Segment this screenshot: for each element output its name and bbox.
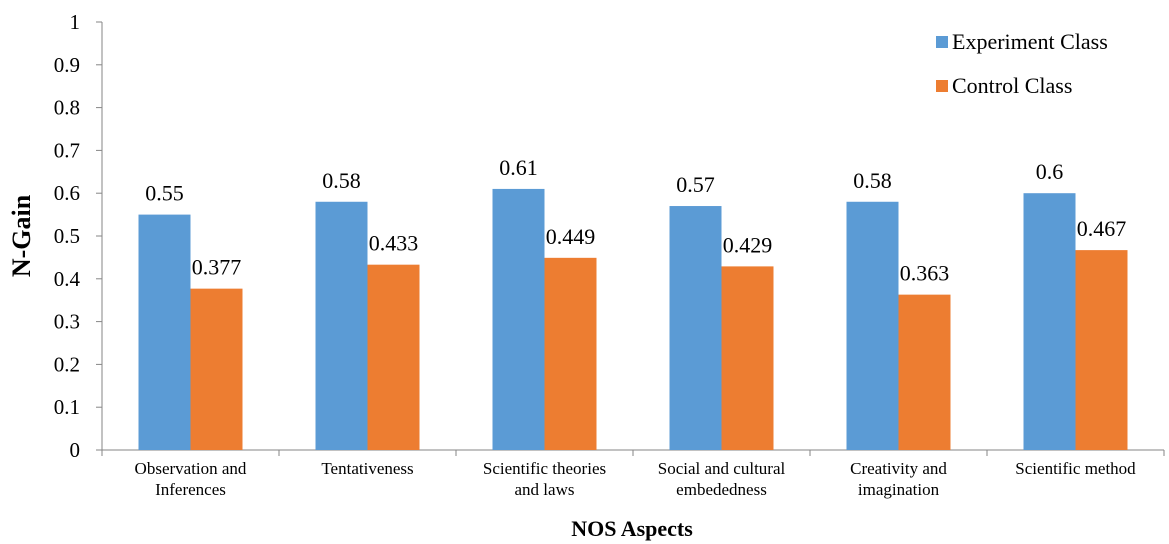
category-label-line: imagination: [858, 480, 940, 499]
y-tick-label: 0.6: [54, 181, 80, 205]
y-tick-label: 0.2: [54, 352, 80, 376]
category-label-line: Social and cultural: [658, 459, 786, 478]
y-tick-label: 0.5: [54, 224, 80, 248]
category-label: Scientific theories and laws: [483, 459, 606, 499]
y-tick-label: 0.8: [54, 96, 80, 120]
legend: Experiment Class Control Class: [936, 29, 1108, 98]
category-label-line: Inferences: [155, 480, 226, 499]
experiment-bar: [1023, 193, 1076, 450]
experiment-bar: [138, 214, 191, 450]
y-tick-label: 0: [70, 438, 81, 462]
y-tick-label: 0.3: [54, 310, 80, 334]
legend-label: Experiment Class: [952, 29, 1108, 54]
category-label: Scientific method: [1015, 459, 1136, 478]
category-label-line: Creativity and: [850, 459, 947, 478]
bars: [138, 188, 1128, 451]
legend-label: Control Class: [952, 73, 1072, 98]
category-label-line: Scientific theories: [483, 459, 606, 478]
category-label-line: embededness: [676, 480, 767, 499]
category-label-line: Observation and: [135, 459, 247, 478]
experiment-bar: [669, 206, 722, 450]
category-label: Tentativeness: [321, 459, 413, 478]
experiment-bar: [846, 201, 899, 450]
data-label: 0.61: [499, 155, 538, 180]
control-bar: [1075, 250, 1128, 450]
x-axis: Observation and Inferences Tentativeness Sc…: [101, 449, 1165, 499]
experiment-bar: [315, 201, 368, 450]
y-tick-label: 0.7: [54, 138, 80, 162]
control-bar: [367, 264, 420, 450]
legend-swatch: [936, 36, 948, 48]
data-label: 0.6: [1036, 159, 1064, 184]
data-label: 0.57: [676, 172, 715, 197]
category-label-line: Tentativeness: [321, 459, 413, 478]
data-label: 0.58: [853, 168, 892, 193]
category-label: Creativity and imagination: [850, 459, 947, 499]
category-label-line: and laws: [515, 480, 575, 499]
data-label: 0.55: [145, 181, 184, 206]
x-axis-title: NOS Aspects: [571, 516, 693, 541]
category-label-line: Scientific method: [1015, 459, 1136, 478]
experiment-bar: [492, 188, 545, 451]
y-axis-title: N-Gain: [7, 194, 36, 277]
y-tick-label: 0.1: [54, 395, 80, 419]
category-label: Social and cultural embededness: [658, 459, 786, 499]
category-label: Observation and Inferences: [135, 459, 247, 499]
data-label: 0.467: [1077, 216, 1127, 241]
data-label: 0.449: [546, 224, 596, 249]
y-tick-label: 0.9: [54, 53, 80, 77]
control-bar: [721, 266, 774, 450]
data-label: 0.377: [192, 255, 242, 280]
data-label: 0.363: [900, 261, 950, 286]
control-bar: [190, 288, 243, 450]
legend-swatch: [936, 80, 948, 92]
y-axis: 0 0.1 0.2 0.3 0.4 0.5 0.6 0.7 0.8 0.9 1: [54, 10, 103, 462]
control-bar: [898, 294, 951, 450]
data-label: 0.433: [369, 231, 419, 256]
data-labels: 0.55 0.377 0.58 0.433 0.61 0.449 0.57 0.429 0.58…: [145, 155, 1126, 286]
control-bar: [544, 257, 597, 450]
y-tick-label: 1: [70, 10, 81, 34]
data-label: 0.58: [322, 168, 361, 193]
data-label: 0.429: [723, 232, 773, 257]
y-tick-label: 0.4: [54, 267, 81, 291]
